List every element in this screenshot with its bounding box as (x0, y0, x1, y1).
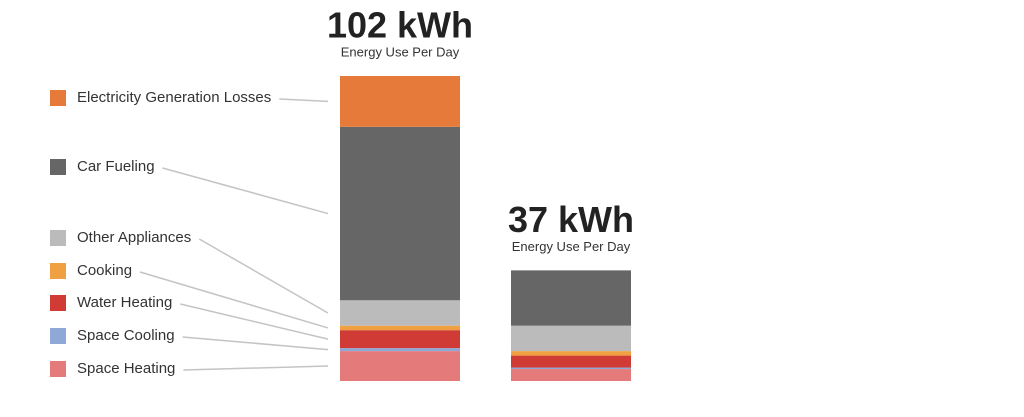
bar-segment (340, 351, 460, 381)
legend-swatch (50, 295, 66, 311)
bar-segment (511, 369, 631, 381)
leader-line (279, 98, 329, 103)
leader-line (180, 303, 329, 340)
bar-segment (340, 126, 460, 301)
bar-segment (340, 348, 460, 352)
legend-label: Water Heating (77, 294, 172, 311)
bar-segment (511, 367, 631, 370)
bar-segment (511, 270, 631, 326)
bar-total-label: 37 kWh (508, 199, 634, 240)
legend-swatch (50, 230, 66, 246)
legend-label: Cooking (77, 262, 132, 279)
legend-label: Car Fueling (77, 158, 155, 175)
bar-segment (340, 325, 460, 331)
leader-line (139, 271, 329, 329)
bar-segment (340, 300, 460, 326)
legend-swatch (50, 159, 66, 175)
bar-total-label: 102 kWh (327, 5, 473, 46)
leader-line (182, 336, 329, 351)
bar-sublabel: Energy Use Per Day (341, 44, 460, 59)
bar-segment (340, 76, 460, 127)
leader-line (162, 167, 329, 215)
legend-swatch (50, 90, 66, 106)
legend-label: Electricity Generation Losses (77, 89, 271, 106)
legend-swatch (50, 328, 66, 344)
bar-segment (511, 325, 631, 352)
bar-sublabel: Energy Use Per Day (512, 239, 631, 254)
legend-swatch (50, 361, 66, 377)
legend-label: Space Cooling (77, 327, 175, 344)
bar-segment (511, 355, 631, 368)
bar-segment (340, 330, 460, 349)
bar-segment (511, 351, 631, 356)
legend-label: Space Heating (77, 360, 175, 377)
leader-line (198, 238, 329, 314)
legend-label: Other Appliances (77, 229, 191, 246)
legend-swatch (50, 263, 66, 279)
leader-line (183, 365, 329, 371)
